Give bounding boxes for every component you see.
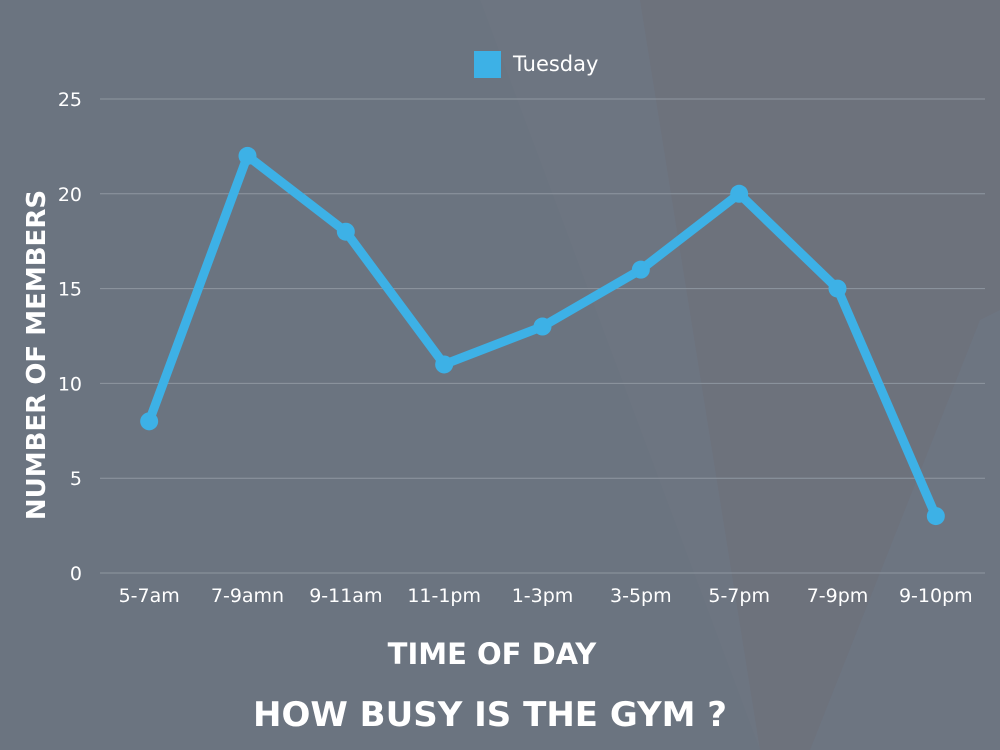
legend: Tuesday xyxy=(474,51,598,78)
data-point xyxy=(435,355,454,374)
y-tick-label: 5 xyxy=(70,468,82,490)
legend-label: Tuesday xyxy=(512,52,598,76)
y-axis-title: NUMBER OF MEMBERS xyxy=(22,190,52,520)
background-shape-dark xyxy=(640,0,1000,750)
legend-swatch xyxy=(474,51,501,78)
data-point xyxy=(238,146,257,165)
x-axis-title: TIME OF DAY xyxy=(388,637,598,671)
y-tick-label: 15 xyxy=(58,279,82,301)
data-point xyxy=(926,507,945,526)
x-tick-label: 7-9pm xyxy=(807,585,869,607)
x-axis-ticks: 5-7am 7-9amn 9-11am 11-1pm 1-3pm 3-5pm 5-7pm 7-… xyxy=(119,585,973,607)
y-tick-label: 25 xyxy=(58,89,82,111)
x-tick-label: 3-5pm xyxy=(610,585,672,607)
series-layer xyxy=(140,146,945,526)
x-tick-label: 11-1pm xyxy=(407,585,481,607)
data-point xyxy=(631,260,650,279)
data-point xyxy=(730,184,749,203)
x-tick-label: 9-10pm xyxy=(899,585,973,607)
data-point xyxy=(336,222,355,241)
x-tick-label: 1-3pm xyxy=(512,585,574,607)
y-tick-label: 10 xyxy=(58,373,82,395)
x-tick-label: 5-7pm xyxy=(708,585,770,607)
x-tick-label: 7-9amn xyxy=(211,585,284,607)
x-tick-label: 5-7am xyxy=(119,585,180,607)
y-axis-ticks: 0 5 10 15 20 25 xyxy=(58,89,82,585)
data-point xyxy=(533,317,552,336)
data-point xyxy=(140,412,159,431)
chart-title: HOW BUSY IS THE GYM ? xyxy=(253,695,727,735)
y-tick-label: 20 xyxy=(58,184,82,206)
x-tick-label: 9-11am xyxy=(309,585,382,607)
data-point xyxy=(828,279,847,298)
y-tick-label: 0 xyxy=(70,563,82,585)
